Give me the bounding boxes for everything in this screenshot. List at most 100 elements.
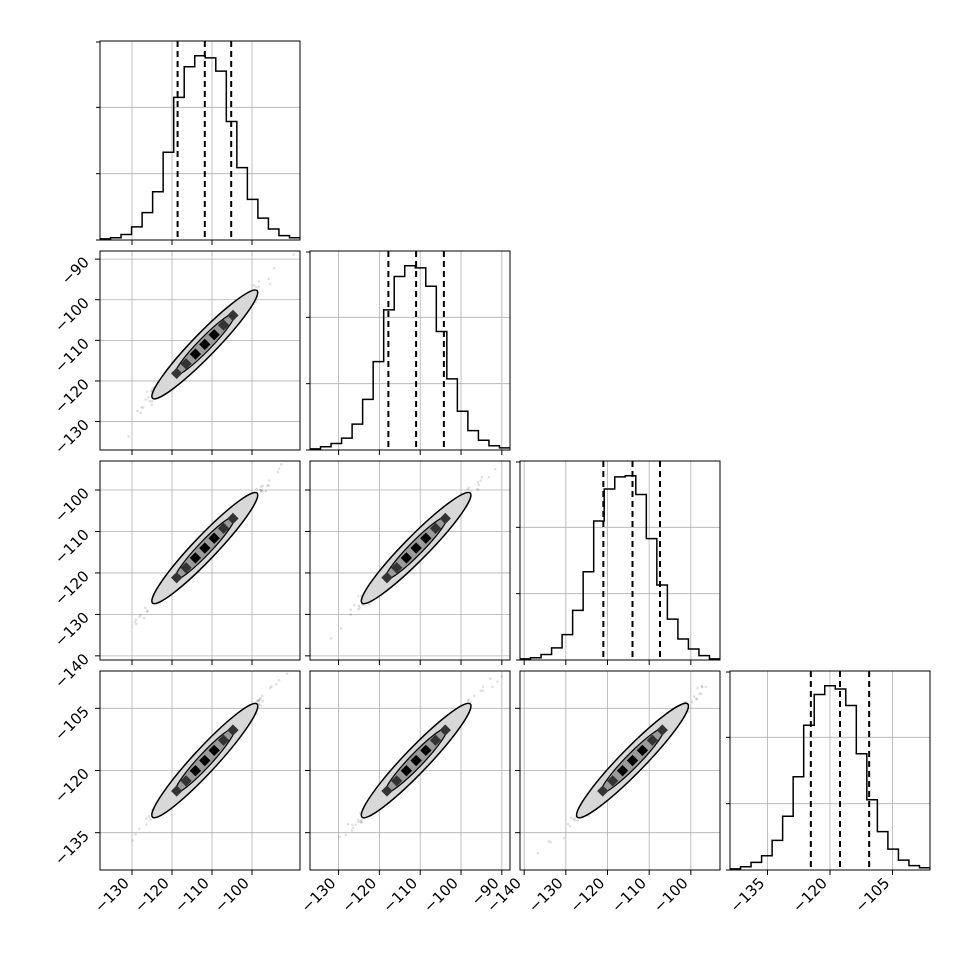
- sample-point: [259, 704, 262, 707]
- panel-1-1: [306, 250, 511, 455]
- sample-point: [147, 395, 150, 399]
- hist-bar: [646, 539, 657, 660]
- sample-point: [258, 697, 262, 701]
- panel-2-1: [305, 460, 511, 665]
- sample-point: [480, 475, 484, 479]
- sample-point: [277, 678, 281, 682]
- sample-point: [356, 818, 360, 821]
- sample-point: [695, 697, 698, 700]
- sample-point: [276, 470, 280, 474]
- sample-point: [142, 406, 145, 409]
- sample-point: [351, 826, 355, 830]
- density-cell: [199, 542, 211, 554]
- density-cell: [189, 348, 202, 360]
- sample-point: [466, 488, 469, 491]
- sample-point: [547, 840, 551, 843]
- hist-bar: [825, 686, 836, 870]
- sample-point: [142, 616, 146, 620]
- y-tick-label: −120: [51, 375, 93, 417]
- hist-bar: [552, 648, 563, 660]
- hist-bar: [447, 379, 458, 450]
- density-cell: [400, 552, 413, 564]
- y-tick-label: −100: [51, 294, 93, 336]
- panel-3-1: −130−120−110−100 −90: [298, 670, 511, 916]
- sample-point: [481, 689, 485, 692]
- sample-point: [356, 594, 360, 598]
- panel-frame: [309, 250, 511, 451]
- density-cell: [227, 724, 239, 736]
- hist-bar: [216, 71, 227, 240]
- sample-point: [285, 672, 289, 675]
- x-tick-label: −100: [420, 874, 462, 916]
- sample-point: [257, 285, 261, 288]
- y-tick-label: −90: [58, 253, 93, 288]
- density-cell: [391, 562, 403, 574]
- x-tick-label: −135: [726, 874, 768, 916]
- sample-point: [500, 675, 503, 678]
- sample-point: [259, 488, 262, 492]
- y-tick-label: −135: [51, 827, 93, 869]
- sample-point: [569, 816, 573, 819]
- sample-point: [360, 820, 364, 824]
- histogram-step: [310, 264, 510, 450]
- hist-bar: [793, 777, 804, 870]
- hist-bar: [405, 266, 416, 450]
- x-tick-label: −105: [851, 874, 893, 916]
- sample-point: [255, 700, 258, 703]
- density-cell: [420, 744, 432, 757]
- hist-bar: [258, 218, 269, 240]
- sample-point: [268, 282, 272, 286]
- sample-point: [140, 406, 143, 409]
- hist-bar: [478, 440, 489, 450]
- density-cell: [180, 358, 192, 370]
- y-tick-label: −120: [51, 765, 93, 807]
- panel-0-0: [96, 40, 301, 245]
- density-cell: [607, 775, 619, 787]
- sample-point: [260, 490, 263, 493]
- panel-frame: [99, 250, 301, 451]
- y-tick-label: −130: [51, 608, 93, 650]
- histogram-step: [730, 684, 930, 870]
- sample-point: [257, 698, 261, 702]
- sample-point: [351, 823, 354, 827]
- x-tick-label: −130: [298, 874, 340, 916]
- density-cell: [656, 724, 668, 736]
- panel-frame: [309, 460, 511, 661]
- sample-point: [587, 814, 591, 818]
- sample-point: [259, 488, 263, 492]
- density-cell: [217, 734, 230, 746]
- sample-point: [357, 604, 361, 608]
- sample-point: [466, 699, 470, 702]
- panel-3-2: −140 −130 −120 −110 −100: [483, 670, 721, 916]
- density-cell: [429, 734, 442, 746]
- density-cell: [171, 572, 183, 584]
- density-cell: [227, 512, 239, 525]
- hist-bar: [468, 431, 479, 450]
- density-cell: [400, 765, 413, 777]
- sample-point: [491, 685, 494, 689]
- sample-point: [292, 253, 295, 256]
- sample-point: [493, 467, 497, 471]
- density-cell: [217, 319, 230, 331]
- hist-bar: [163, 152, 174, 240]
- sample-point: [145, 390, 149, 393]
- sample-point: [256, 699, 260, 703]
- sample-point: [268, 686, 272, 690]
- sample-point: [573, 819, 577, 822]
- density-cell: [429, 522, 442, 534]
- hist-bar: [751, 862, 762, 870]
- hist-bar: [573, 610, 584, 660]
- hist-bar: [625, 476, 636, 660]
- sample-point: [135, 622, 138, 626]
- hist-bar: [268, 229, 279, 240]
- hist-bar: [457, 411, 468, 450]
- sample-point: [127, 435, 130, 438]
- density-cell: [381, 785, 393, 797]
- density-cell: [420, 532, 432, 544]
- panel-background: [310, 251, 510, 450]
- x-tick-label: −120: [338, 874, 380, 916]
- hist-bar: [352, 424, 363, 450]
- sample-point: [562, 836, 566, 840]
- sample-point: [148, 399, 152, 403]
- sample-point: [280, 463, 283, 466]
